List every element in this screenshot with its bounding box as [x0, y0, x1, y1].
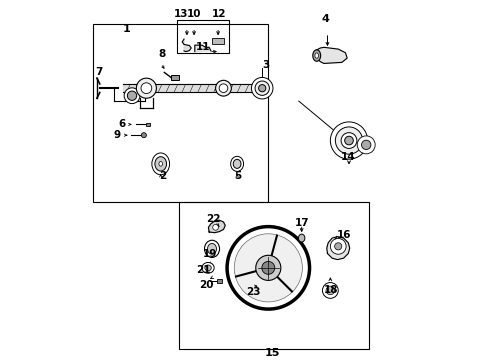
Circle shape [335, 243, 342, 250]
Ellipse shape [233, 159, 241, 168]
Circle shape [344, 136, 353, 145]
Circle shape [326, 286, 335, 295]
Ellipse shape [231, 156, 244, 171]
Circle shape [357, 136, 375, 154]
Text: 18: 18 [324, 285, 338, 296]
Bar [212, 38, 224, 44]
Circle shape [141, 83, 152, 94]
Bar [147, 123, 150, 126]
Text: 12: 12 [212, 9, 226, 19]
Polygon shape [208, 220, 225, 233]
Text: 10: 10 [187, 9, 201, 19]
Text: 1: 1 [123, 24, 130, 35]
Polygon shape [315, 47, 347, 63]
Circle shape [362, 140, 371, 149]
Ellipse shape [208, 243, 217, 254]
Circle shape [227, 226, 310, 309]
Text: 21: 21 [196, 265, 210, 275]
Circle shape [255, 81, 270, 95]
Bar [93, 24, 269, 202]
FancyBboxPatch shape [171, 75, 179, 80]
Text: 15: 15 [264, 348, 280, 358]
Ellipse shape [155, 157, 167, 171]
Ellipse shape [313, 50, 320, 61]
Text: 7: 7 [95, 67, 102, 77]
Text: 19: 19 [203, 249, 218, 259]
Ellipse shape [202, 262, 214, 273]
Text: 8: 8 [158, 49, 166, 59]
Polygon shape [182, 39, 191, 51]
Ellipse shape [205, 265, 211, 271]
Text: 5: 5 [234, 171, 242, 181]
Circle shape [141, 132, 147, 138]
Polygon shape [195, 45, 211, 51]
Bar [179, 202, 368, 348]
Text: 16: 16 [336, 230, 351, 239]
Circle shape [262, 261, 275, 274]
Circle shape [322, 283, 338, 298]
Circle shape [213, 225, 219, 230]
Ellipse shape [159, 162, 163, 166]
Ellipse shape [315, 53, 318, 58]
Text: 4: 4 [322, 14, 330, 24]
Circle shape [330, 238, 346, 254]
Circle shape [256, 255, 281, 280]
Text: 2: 2 [160, 171, 167, 181]
Text: 23: 23 [246, 287, 261, 297]
Text: 14: 14 [341, 152, 356, 162]
Circle shape [234, 234, 302, 302]
Circle shape [127, 91, 137, 100]
Text: 13: 13 [174, 9, 189, 19]
Ellipse shape [204, 240, 220, 257]
Ellipse shape [298, 234, 305, 242]
Circle shape [251, 77, 273, 99]
Circle shape [259, 85, 266, 92]
Ellipse shape [152, 153, 170, 175]
Circle shape [330, 122, 368, 159]
Bar [217, 279, 221, 283]
Circle shape [219, 84, 228, 93]
Text: 20: 20 [199, 280, 214, 290]
Text: 6: 6 [119, 119, 125, 129]
Text: 17: 17 [295, 218, 310, 228]
Circle shape [124, 88, 140, 104]
Circle shape [335, 127, 363, 154]
Bar [177, 21, 229, 53]
Text: 22: 22 [207, 215, 221, 224]
Text: 11: 11 [196, 42, 210, 52]
Text: 9: 9 [113, 130, 121, 140]
Circle shape [136, 78, 156, 98]
Text: 3: 3 [262, 60, 270, 70]
Polygon shape [327, 237, 350, 260]
Circle shape [341, 132, 357, 148]
Circle shape [216, 80, 231, 96]
